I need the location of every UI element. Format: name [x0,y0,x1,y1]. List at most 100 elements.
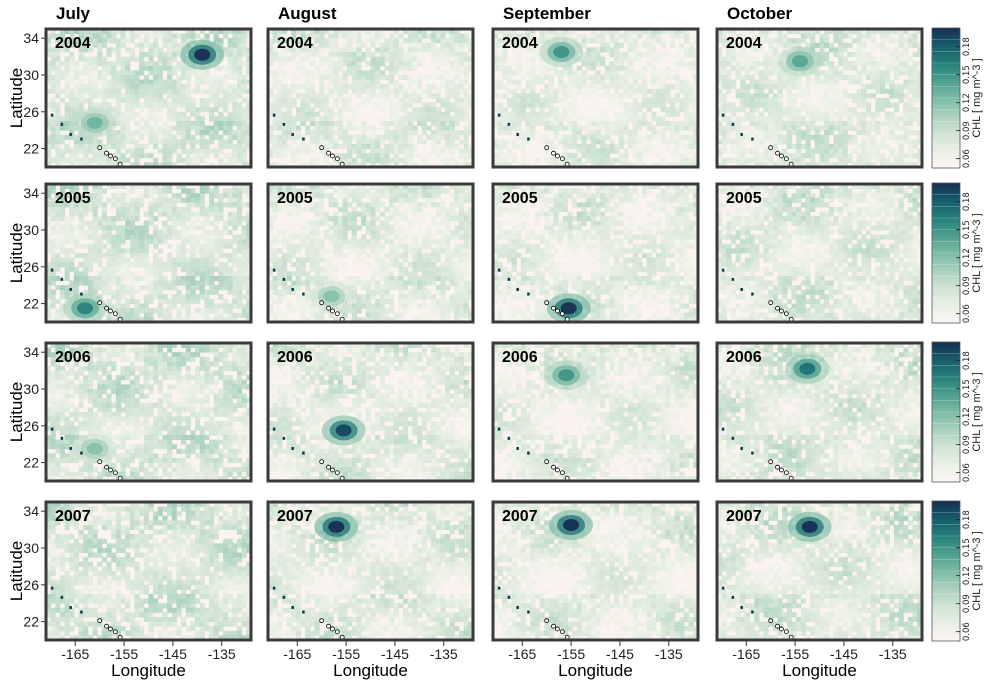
y-tick-label: 22 [23,614,39,630]
panel-grid: 2004 2004 2004 2004 2005 2005 2005 2005 2006 2006… [44,27,924,642]
y-tick-label: 34 [23,503,39,519]
island-markers [721,586,794,640]
island-markers [497,586,570,640]
island-markers [50,268,123,322]
colorbar-tick-label: 0.18 [962,192,972,211]
panel-year-label: 2005 [726,190,762,207]
panel-year-label: 2006 [55,349,91,366]
panel-frame [491,182,700,324]
island-markers [272,268,345,322]
chl-texture [46,502,251,640]
bloom-0 [546,293,591,322]
panel-frame [491,341,700,483]
panel-september-2004: 2004 [491,27,700,169]
x-tick-label: -165 [508,646,536,662]
bloom-0 [787,511,832,542]
colorbar-tick-label: 0.12 [962,407,972,426]
colorbar-tick-label: 0.09 [962,276,972,295]
x-tick-label: -145 [381,646,409,662]
colorbar-2007: 0.06 0.09 0.12 0.15 0.18 CHL [ mg m^-3 ] [931,500,983,642]
chl-texture [717,29,922,167]
panel-october-2006: 2006 [715,341,924,483]
colorbar-tick-label: 0.15 [962,65,972,84]
panel-year-label: 2007 [55,508,91,525]
colorbar-title: CHL [ mg m^-3 ] [971,58,983,137]
panel-year-label: 2007 [726,508,762,525]
colorbar-title: CHL [ mg m^-3 ] [971,372,983,451]
panel-frame [715,27,924,169]
island-markers [272,427,345,481]
y-axis-title: Latitude [7,68,26,129]
colorbar-tick-label: 0.18 [962,351,972,370]
x-axis-title: Longitude [333,661,408,680]
panel-july-2004: 2004 [44,27,253,169]
colorbar-tick-label: 0.18 [962,510,972,529]
panel-july-2006: 2006 [44,341,253,483]
panel-year-label: 2004 [502,35,538,52]
column-title-october: October [727,4,793,23]
panel-frame [44,182,253,324]
x-tick-label: -145 [159,646,187,662]
x-axis-title: Longitude [111,661,186,680]
panel-august-2006: 2006 [266,341,475,483]
y-axis-title: Latitude [7,223,26,284]
colorbar-tick-label: 0.18 [962,37,972,56]
island-markers [721,268,794,322]
panel-august-2004: 2004 [266,27,475,169]
y-tick-label: 30 [23,381,39,397]
colorbar-tick-label: 0.12 [962,93,972,112]
bloom-0 [63,293,108,322]
y-tick-label: 30 [23,540,39,556]
island-markers [721,113,794,167]
colorbar-tick-label: 0.06 [962,304,972,323]
panel-year-label: 2005 [55,190,91,207]
panel-year-label: 2005 [277,190,313,207]
chl-texture [717,184,922,322]
colorbar-tick-label: 0.06 [962,463,972,482]
chl-texture [268,502,473,640]
y-tick-label: 34 [23,185,39,201]
panel-year-label: 2006 [277,349,313,366]
x-tick-label: -165 [283,646,311,662]
y-tick-label: 26 [23,104,39,120]
panel-year-label: 2005 [502,190,538,207]
y-tick-label: 30 [23,222,39,238]
colorbar-title: CHL [ mg m^-3 ] [971,213,983,292]
y-tick-label: 22 [23,141,39,157]
colorbar-tick-label: 0.06 [962,622,972,641]
bloom-0 [180,39,225,70]
y-tick-label: 22 [23,455,39,471]
y-tick-label: 26 [23,259,39,275]
panel-october-2004: 2004 [715,27,924,169]
column-title-july: July [56,4,91,23]
panel-year-label: 2007 [277,508,313,525]
x-axis-title: Longitude [782,661,857,680]
panel-frame [44,500,253,642]
chl-texture [493,502,698,640]
colorbar-tick-label: 0.12 [962,248,972,267]
island-markers [50,427,123,481]
chl-texture [268,343,473,481]
colorbar-tick-label: 0.09 [962,594,972,613]
colorbar-2004: 0.06 0.09 0.12 0.15 0.18 CHL [ mg m^-3 ] [931,27,983,169]
panel-frame [266,182,475,324]
colorbar-tick-label: 0.09 [962,435,972,454]
bloom-0 [549,510,594,540]
colorbar-tick-label: 0.15 [962,379,972,398]
panel-frame [491,27,700,169]
panel-frame [266,500,475,642]
bloom-0 [314,511,359,542]
panel-july-2007: 2007 [44,500,253,642]
colorbar-2005: 0.06 0.09 0.12 0.15 0.18 CHL [ mg m^-3 ] [931,182,983,324]
bloom-0 [544,360,589,391]
panel-frame [715,500,924,642]
panel-august-2005: 2005 [266,182,475,324]
axes: 22 26 30 34 Latitude 22 26 30 34 Latitude 22 26 30 34… [7,30,907,680]
x-axis-title: Longitude [558,661,633,680]
y-axis-title: Latitude [7,541,26,602]
panel-frame [44,27,253,169]
x-tick-label: -135 [879,646,907,662]
island-markers [50,586,123,640]
colorbar-title: CHL [ mg m^-3 ] [971,531,983,610]
